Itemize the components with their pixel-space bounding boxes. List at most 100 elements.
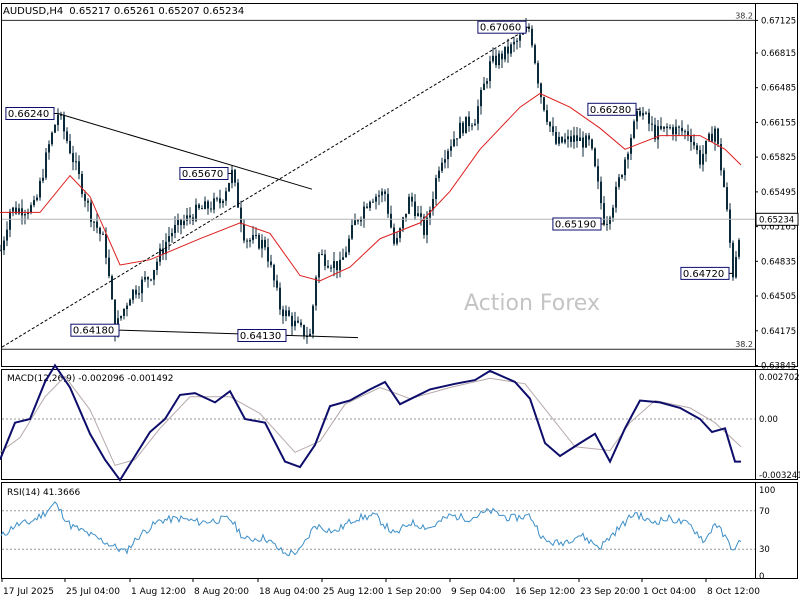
- candle-body: [684, 131, 686, 133]
- candle-body: [582, 137, 584, 148]
- candle-body: [105, 233, 107, 258]
- macd-panel-frame: [1, 369, 798, 480]
- candle-body: [78, 161, 80, 174]
- candle-body: [261, 239, 263, 249]
- moving-average-line: [0, 92, 742, 282]
- candle-body: [690, 136, 692, 142]
- candle-body: [732, 242, 734, 278]
- candle-body: [579, 137, 581, 141]
- candle-body: [513, 41, 515, 45]
- price-axis-label: 0.66485: [761, 84, 796, 94]
- candle-body: [246, 240, 248, 242]
- candle-body: [393, 227, 395, 244]
- candle-body: [84, 194, 86, 201]
- candle-body: [453, 139, 455, 147]
- candle-body: [444, 159, 446, 163]
- candle-body: [195, 204, 197, 221]
- candle-body: [324, 254, 326, 266]
- candle-body: [405, 213, 407, 218]
- price-label-box: [587, 102, 637, 116]
- candle-body: [657, 126, 659, 140]
- candle-body: [240, 207, 242, 225]
- candle-body: [402, 217, 404, 229]
- candle-body: [132, 289, 134, 300]
- price-label-box: [680, 266, 730, 280]
- candle-body: [648, 112, 650, 124]
- rsi-axis-label: 70: [759, 507, 770, 517]
- candle-body: [354, 220, 356, 226]
- candle-body: [189, 215, 191, 218]
- candle-body: [171, 233, 173, 237]
- candle-body: [711, 133, 713, 142]
- rsi-axis-label: 0: [759, 572, 764, 582]
- candle-body: [483, 83, 485, 90]
- candle-body: [516, 40, 518, 42]
- price-axis-label: 0.64835: [761, 257, 796, 267]
- candle-body: [702, 153, 704, 165]
- candle-body: [714, 128, 716, 142]
- price-label-box: [477, 20, 527, 34]
- candle-body: [330, 267, 332, 269]
- candle-body: [594, 148, 596, 167]
- candle-body: [549, 121, 551, 127]
- candle-body: [273, 264, 275, 281]
- candle-body: [270, 261, 272, 265]
- price-axis-label: 0.64175: [761, 327, 796, 337]
- candle-body: [258, 235, 260, 249]
- candle-body: [558, 136, 560, 144]
- price-axis-label: 0.65495: [761, 188, 796, 198]
- candle-body: [708, 133, 710, 141]
- watermark-text: Action Forex: [464, 291, 600, 316]
- candle-body: [372, 201, 374, 203]
- price-label-box: [70, 323, 120, 337]
- candle-body: [75, 161, 77, 163]
- candle-body: [477, 106, 479, 124]
- candlestick-series: [0, 18, 740, 344]
- macd-axis-label: 0.002702: [759, 373, 800, 383]
- candle-body: [348, 238, 350, 253]
- candle-body: [345, 252, 347, 258]
- candle-body: [705, 140, 707, 154]
- candle-body: [534, 45, 536, 64]
- candle-body: [351, 225, 353, 239]
- candle-body: [6, 229, 8, 241]
- candle-body: [186, 215, 188, 221]
- price-label-text: 0.65190: [555, 220, 596, 231]
- candle-body: [450, 146, 452, 151]
- candle-body: [696, 145, 698, 151]
- candle-body: [501, 53, 503, 60]
- candle-body: [282, 309, 284, 317]
- candle-body: [204, 201, 206, 209]
- candle-body: [147, 277, 149, 280]
- price-label-box: [237, 329, 287, 342]
- candle-body: [366, 206, 368, 208]
- candle-body: [3, 240, 5, 251]
- candle-body: [45, 152, 47, 178]
- rsi-axis-label: 100: [759, 486, 775, 496]
- candle-body: [435, 178, 437, 199]
- candle-body: [639, 111, 641, 116]
- candle-body: [360, 218, 362, 222]
- candle-body: [417, 213, 419, 216]
- candle-body: [561, 136, 563, 143]
- candle-body: [555, 132, 557, 144]
- candle-body: [669, 127, 671, 129]
- candle-body: [645, 112, 647, 114]
- candle-body: [99, 227, 101, 234]
- candle-body: [456, 138, 458, 140]
- candle-body: [249, 240, 251, 242]
- price-axis-label: 0.63845: [761, 362, 796, 372]
- candle-body: [243, 224, 245, 241]
- price-label-box: [552, 217, 602, 231]
- candle-body: [468, 116, 470, 126]
- candle-body: [537, 63, 539, 84]
- candle-body: [474, 123, 476, 126]
- candle-body: [369, 201, 371, 208]
- candle-body: [327, 265, 329, 268]
- candle-body: [531, 28, 533, 46]
- candle-body: [681, 127, 683, 132]
- candle-body: [114, 299, 116, 337]
- candle-body: [636, 111, 638, 122]
- candle-body: [126, 305, 128, 309]
